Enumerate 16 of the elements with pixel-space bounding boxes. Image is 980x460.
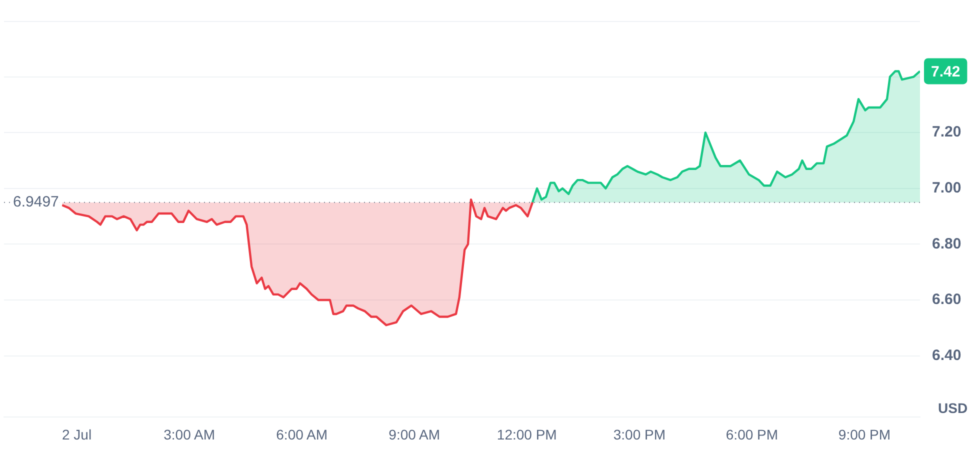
x-tick-label: 3:00 PM <box>613 426 666 442</box>
x-tick-label: 6:00 PM <box>726 426 778 442</box>
x-tick-label: 12:00 PM <box>496 426 557 442</box>
annotation: 7.42 <box>931 63 960 80</box>
y-tick-label: 7.00 <box>932 180 962 197</box>
x-tick-label: 6:00 AM <box>276 426 328 442</box>
ref-line-label: 6.9497 <box>13 194 59 211</box>
x-tick-label: 9:00 PM <box>838 426 891 442</box>
y-tick-label: 6.60 <box>932 291 962 308</box>
y-tick-label: 6.80 <box>932 235 962 252</box>
x-tick-label: 2 Jul <box>62 426 92 442</box>
y-tick-label: 7.20 <box>932 124 962 141</box>
y-axis-title: USD <box>938 400 968 416</box>
x-tick-label: 9:00 AM <box>388 426 440 442</box>
x-tick-label: 3:00 AM <box>164 426 215 442</box>
y-tick-label: 6.40 <box>932 346 962 364</box>
